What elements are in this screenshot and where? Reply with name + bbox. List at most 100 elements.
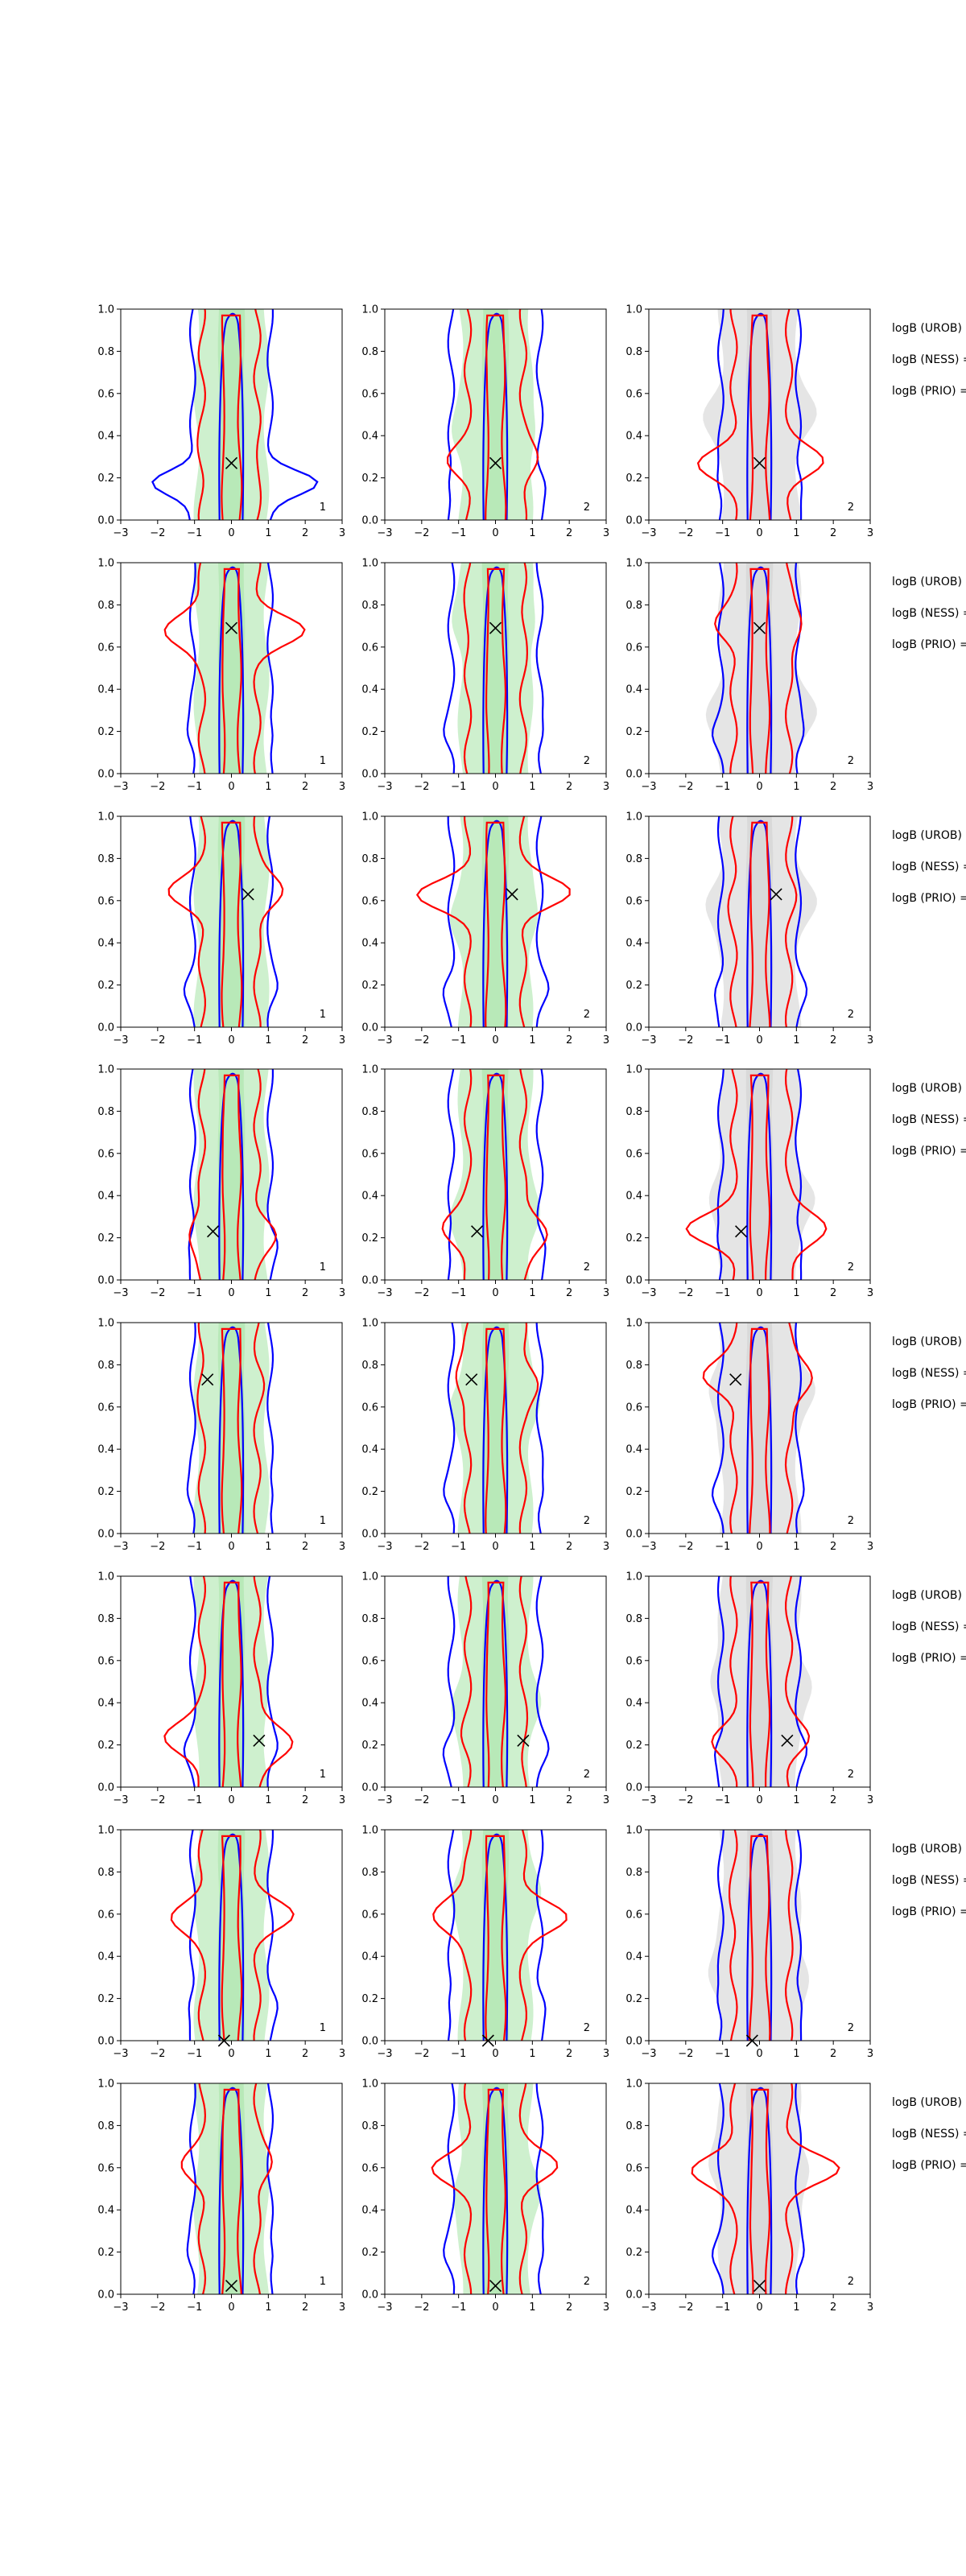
y-tick-label: 0.6 [97,1655,114,1667]
x-tick-label: −1 [451,1794,466,1806]
x-tick-label: 3 [867,1794,873,1806]
y-tick-label: 0.0 [625,515,642,527]
x-tick-label: 3 [603,1794,609,1806]
y-tick-label: 0.8 [97,600,114,612]
x-tick-label: −2 [414,2048,429,2060]
x-tick-label: −3 [113,1541,128,1553]
panel-tag: 2 [584,1261,590,1274]
panel-r4-c1: −3 −2 −1 0 1 2 3 0.0 0.2 0.4 0.6 0.8 1.0 1 [97,1064,345,1300]
x-tick-label: −2 [678,781,693,793]
x-tick-label: −1 [451,781,466,793]
x-tick-label: −1 [715,2048,730,2060]
panel-tag: 2 [584,755,590,767]
red-contour-outer [163,1576,294,1787]
x-tick-label: 3 [603,2048,609,2060]
x-tick-label: −3 [113,2301,128,2314]
x-tick-label: 2 [302,1287,308,1299]
logb-label: logB (NESS) = [892,861,966,873]
y-tick-label: 0.8 [97,1613,114,1625]
y-tick-label: 0.8 [625,346,642,358]
x-tick-label: −3 [377,1541,392,1553]
x-tick-label: 3 [339,2301,345,2314]
x-tick-label: 0 [492,2301,498,2314]
y-tick-label: 1.0 [361,2079,378,2091]
y-tick-label: 0.4 [97,1951,114,1963]
x-tick-label: −2 [678,1541,693,1553]
panel-tag: 2 [584,1515,590,1527]
panel-tag: 1 [320,2276,326,2288]
blue-contour-inner [218,312,245,520]
y-tick-label: 0.4 [97,938,114,950]
x-tick-label: 2 [830,2048,836,2060]
panel-r2-c1: −3 −2 −1 0 1 2 3 0.0 0.2 0.4 0.6 0.8 1.0 1 [97,558,345,794]
x-tick-label: 1 [529,2301,535,2314]
x-tick-label: 2 [830,1794,836,1806]
y-tick-label: 0.0 [97,769,114,781]
y-tick-label: 0.0 [625,769,642,781]
x-tick-label: 0 [756,1287,762,1299]
y-tick-label: 1.0 [97,2079,114,2091]
x-tick-label: −2 [150,527,165,539]
y-tick-label: 0.6 [361,388,378,400]
blue-contour-outer [716,1830,803,2041]
y-tick-label: 1.0 [625,304,642,316]
y-tick-label: 0.8 [625,1867,642,1879]
blue-contour-inner [746,1579,773,1787]
red-contour-outer [180,2083,273,2294]
x-tick-label: 0 [492,1287,498,1299]
y-tick-label: 1.0 [625,1571,642,1583]
y-tick-label: 0.0 [97,1022,114,1034]
panel-r7-c3: −3 −2 −1 0 1 2 3 0.0 0.2 0.4 0.6 0.8 1.0 2 [625,1825,873,2061]
x-tick-label: −2 [678,1794,693,1806]
x-tick-label: −1 [451,2048,466,2060]
x-tick-label: 1 [793,2048,799,2060]
x-tick-label: 1 [793,1794,799,1806]
x-tick-label: 1 [529,1541,535,1553]
x-tick-label: −2 [678,1034,693,1046]
truth-marker [770,888,782,901]
x-tick-label: −2 [150,781,165,793]
y-tick-label: 0.6 [97,2162,114,2174]
blue-contour-outer [183,816,279,1027]
red-contour-outer [696,309,824,520]
blue-contour-inner [482,312,509,520]
y-tick-label: 0.8 [97,853,114,865]
x-tick-label: 2 [566,1541,572,1553]
x-tick-label: −3 [641,1541,656,1553]
red-contour-inner [485,568,507,774]
red-contour-outer [167,816,284,1027]
x-tick-label: 1 [529,1287,535,1299]
red-contour-outer [727,816,798,1027]
logb-label: logB (UROB) = [892,576,966,588]
y-tick-label: 0.4 [625,1698,642,1710]
logb-label: logB (UROB) = [892,322,966,335]
truth-marker [225,2279,238,2293]
panel-r1-c1: −3 −2 −1 0 1 2 3 0.0 0.2 0.4 0.6 0.8 1.0 1 [97,304,345,540]
y-tick-label: 0.8 [361,1360,378,1372]
y-tick-label: 0.6 [361,1909,378,1921]
x-tick-label: 2 [830,1287,836,1299]
panel-tag: 2 [848,1769,854,1781]
x-tick-label: −3 [113,1287,128,1299]
x-tick-label: 0 [756,2048,762,2060]
x-tick-label: 0 [492,527,498,539]
x-tick-label: 0 [492,781,498,793]
blue-contour-outer [447,1069,547,1280]
x-tick-label: 2 [302,1541,308,1553]
truth-marker [225,456,238,469]
x-tick-label: 3 [867,1034,873,1046]
x-tick-label: −3 [641,2301,656,2314]
panel-tag: 1 [320,1769,326,1781]
truth-marker [729,1373,742,1386]
y-tick-label: 0.0 [361,2036,378,2048]
panel-r1-c3: −3 −2 −1 0 1 2 3 0.0 0.2 0.4 0.6 0.8 1.0 2 [625,304,873,540]
x-tick-label: −1 [451,527,466,539]
blue-contour-outer [713,816,808,1027]
y-tick-label: 0.8 [97,1106,114,1118]
x-tick-label: 0 [228,1541,234,1553]
x-tick-label: 2 [302,2048,308,2060]
truth-marker [207,1225,220,1238]
y-tick-label: 0.0 [97,1275,114,1287]
blue-contour-inner [746,1833,773,2041]
red-contour-outer [711,1576,811,1787]
